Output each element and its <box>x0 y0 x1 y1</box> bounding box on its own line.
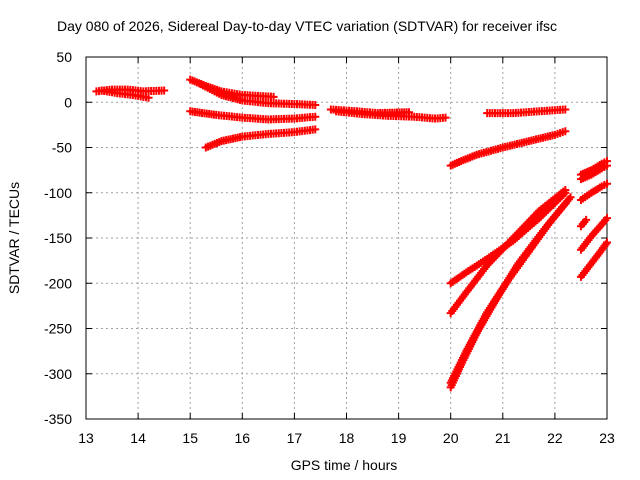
data-point <box>603 179 611 188</box>
data-series <box>97 86 153 102</box>
x-tick-label: 18 <box>339 430 355 446</box>
x-tick-label: 13 <box>78 430 94 446</box>
data-series <box>446 127 570 170</box>
data-series <box>483 105 570 118</box>
data-point <box>144 93 153 102</box>
x-tick-label: 20 <box>443 430 459 446</box>
data-point <box>311 112 320 121</box>
data-point <box>561 105 570 114</box>
chart-title: Day 080 of 2026, Sidereal Day-to-day VTE… <box>57 18 557 34</box>
y-tick-label: -250 <box>44 321 72 337</box>
data-series <box>576 179 611 204</box>
x-tick-label: 17 <box>287 430 303 446</box>
y-tick-label: 0 <box>64 94 72 110</box>
data-series <box>446 186 570 318</box>
data-point <box>603 238 611 247</box>
x-tick-label: 23 <box>599 430 615 446</box>
data-series <box>576 238 611 281</box>
data-series <box>186 107 320 124</box>
data-series <box>576 161 611 184</box>
data-point <box>603 214 611 223</box>
data-point <box>603 161 611 170</box>
data-point <box>441 113 450 122</box>
data-point <box>311 125 320 134</box>
x-tick-label: 22 <box>547 430 563 446</box>
data-series <box>201 125 320 152</box>
x-axis-label: GPS time / hours <box>291 457 398 473</box>
data-point <box>582 215 591 224</box>
data-point <box>566 193 575 202</box>
x-tick-label: 21 <box>495 430 511 446</box>
data-marks <box>92 75 611 392</box>
data-point <box>160 86 169 95</box>
x-tick-label: 15 <box>182 430 198 446</box>
y-ticks: 50 0 -50 -100 -150 -200 -250 -300 -350 <box>44 49 607 427</box>
data-series <box>576 214 611 254</box>
y-tick-label: -50 <box>52 140 72 156</box>
data-series <box>576 215 591 231</box>
y-tick-label: -100 <box>44 185 72 201</box>
y-tick-label: -350 <box>44 411 72 427</box>
x-tick-label: 16 <box>235 430 251 446</box>
data-point <box>561 127 570 136</box>
y-tick-label: 50 <box>56 49 72 65</box>
data-point <box>311 100 320 109</box>
data-series <box>332 107 450 123</box>
data-series <box>196 80 320 109</box>
y-axis-label: SDTVAR / TECUs <box>6 182 22 294</box>
x-tick-label: 19 <box>391 430 407 446</box>
data-point <box>561 186 570 195</box>
y-tick-label: -200 <box>44 275 72 291</box>
data-series <box>446 193 575 387</box>
y-tick-label: -300 <box>44 366 72 382</box>
x-tick-label: 14 <box>130 430 146 446</box>
y-tick-label: -150 <box>44 230 72 246</box>
x-ticks: 13 14 15 16 17 18 19 20 21 22 23 <box>78 57 615 446</box>
